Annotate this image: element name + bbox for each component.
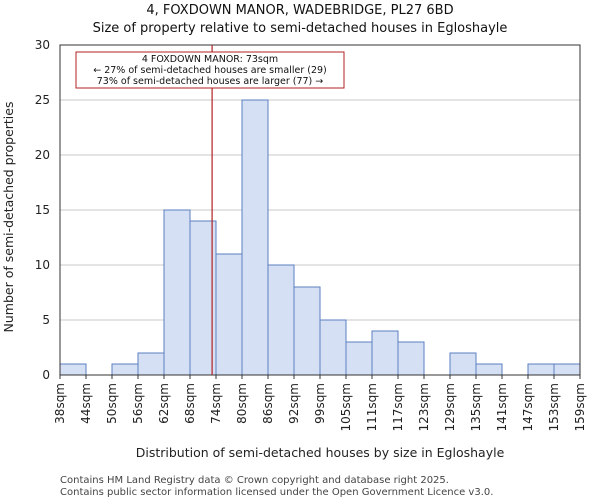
x-tick-label: 62sqm bbox=[157, 383, 171, 424]
x-tick-label: 147sqm bbox=[521, 383, 535, 431]
y-tick-label: 25 bbox=[35, 93, 50, 107]
x-tick-label: 44sqm bbox=[79, 383, 93, 424]
plot-frame bbox=[59, 44, 581, 376]
bar-129sqm bbox=[449, 352, 477, 376]
x-axis-label: Distribution of semi-detached houses by … bbox=[136, 445, 505, 460]
bar-56sqm bbox=[137, 352, 165, 376]
bar-153sqm bbox=[553, 363, 581, 376]
x-tick-label: 105sqm bbox=[339, 383, 353, 431]
x-tick-label: 86sqm bbox=[261, 383, 275, 424]
bar-117sqm bbox=[397, 341, 425, 376]
x-tick-label: 153sqm bbox=[547, 383, 561, 431]
bar-74sqm bbox=[215, 253, 243, 376]
x-tick-label: 38sqm bbox=[53, 383, 67, 424]
bar-105sqm bbox=[345, 341, 373, 376]
x-tick-label: 80sqm bbox=[235, 383, 249, 424]
x-tick-label: 56sqm bbox=[131, 383, 145, 424]
x-tick-label: 141sqm bbox=[495, 383, 509, 431]
bar-111sqm bbox=[371, 330, 399, 376]
y-tick-label: 5 bbox=[42, 313, 50, 327]
x-tick-label: 99sqm bbox=[313, 383, 327, 424]
x-tick-label: 129sqm bbox=[443, 383, 457, 431]
x-tick-label: 111sqm bbox=[365, 383, 379, 431]
x-tick-label: 92sqm bbox=[287, 383, 301, 424]
bar-147sqm bbox=[527, 363, 555, 376]
y-tick-label: 15 bbox=[35, 203, 50, 217]
bar-38sqm bbox=[59, 363, 87, 376]
bar-86sqm bbox=[267, 264, 295, 376]
bar-50sqm bbox=[111, 363, 139, 376]
annotation-box-border bbox=[75, 51, 345, 89]
annotation-box: 4 FOXDOWN MANOR: 73sqm ← 27% of semi-det… bbox=[75, 51, 345, 89]
bars bbox=[59, 99, 581, 376]
bar-99sqm bbox=[319, 319, 347, 376]
footer-line2: Contains public sector information licen… bbox=[60, 487, 493, 498]
x-tick-label: 50sqm bbox=[105, 383, 119, 424]
annotation-line2: ← 27% of semi-detached houses are smalle… bbox=[93, 65, 327, 76]
footer-line1: Contains HM Land Registry data © Crown c… bbox=[60, 475, 449, 486]
y-tick-label: 0 bbox=[42, 368, 50, 382]
x-tick-label: 135sqm bbox=[469, 383, 483, 431]
x-tick-label: 117sqm bbox=[391, 383, 405, 431]
bar-135sqm bbox=[475, 363, 503, 376]
x-tick-label: 123sqm bbox=[417, 383, 431, 431]
bar-80sqm bbox=[241, 99, 269, 376]
bar-62sqm bbox=[163, 209, 191, 376]
chart-title-line1: 4, FOXDOWN MANOR, WADEBRIDGE, PL27 6BD bbox=[146, 3, 453, 18]
bar-92sqm bbox=[293, 286, 321, 376]
x-tick-label: 74sqm bbox=[209, 383, 223, 424]
x-tick-label: 68sqm bbox=[183, 383, 197, 424]
y-axis-label: Number of semi-detached properties bbox=[1, 102, 16, 333]
annotation-line1: 4 FOXDOWN MANOR: 73sqm bbox=[142, 54, 278, 65]
annotation-line3: 73% of semi-detached houses are larger (… bbox=[97, 76, 324, 87]
y-tick-label: 10 bbox=[35, 258, 50, 272]
y-tick-label: 30 bbox=[35, 38, 50, 52]
chart-title-line2: Size of property relative to semi-detach… bbox=[93, 21, 508, 36]
y-tick-label: 20 bbox=[35, 148, 50, 162]
y-tick-labels: 0 5 10 15 20 25 30 bbox=[35, 38, 50, 382]
x-tick-label: 159sqm bbox=[573, 383, 587, 431]
x-tick-labels: 38sqm 44sqm 50sqm 56sqm 62sqm 68sqm 74sqm 80sqm… bbox=[53, 375, 587, 431]
